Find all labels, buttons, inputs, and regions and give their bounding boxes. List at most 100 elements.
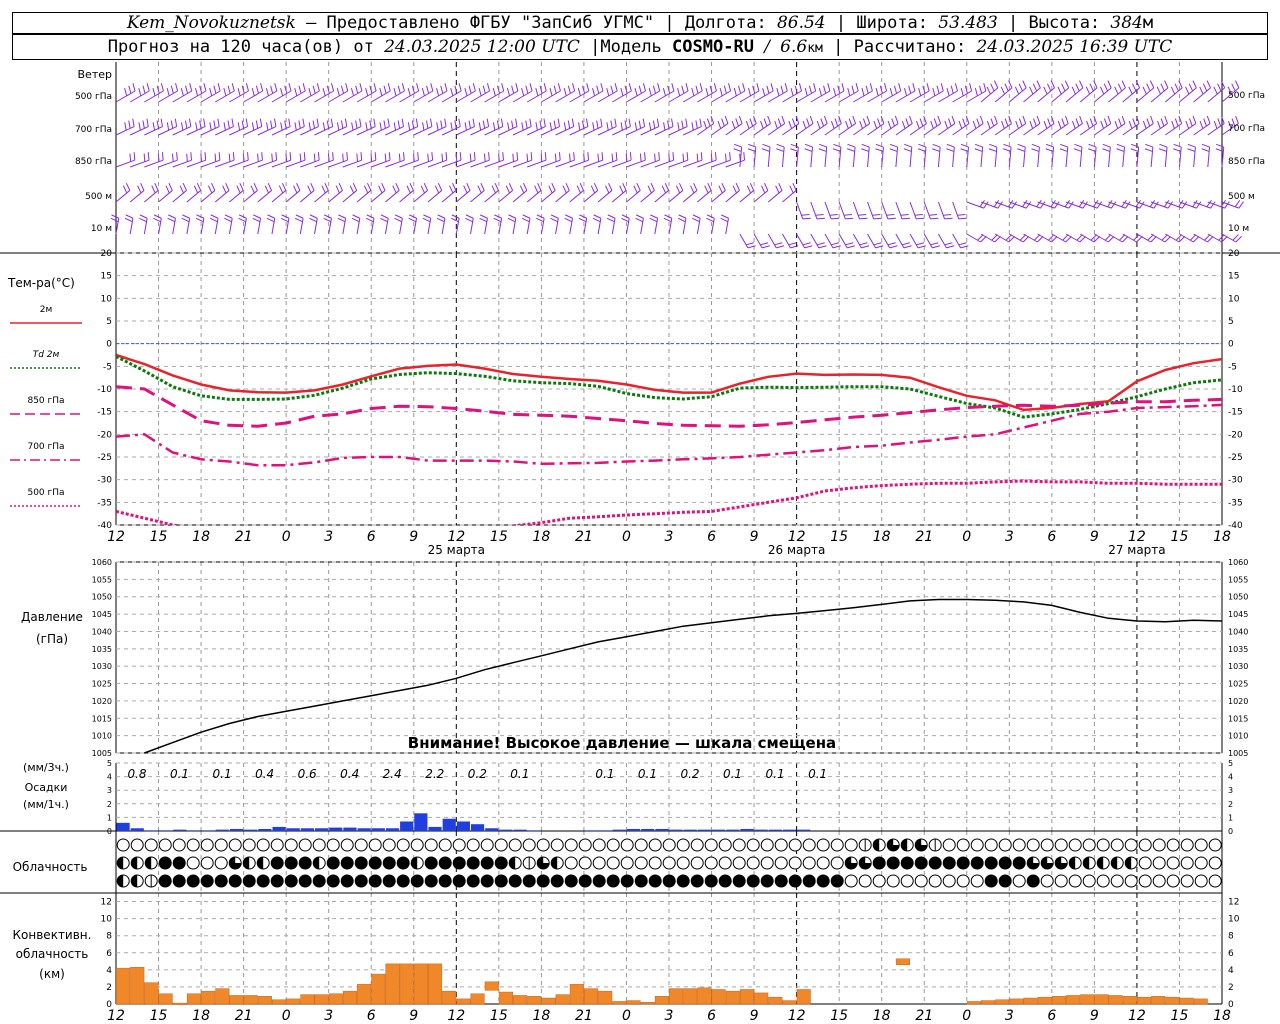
wind-barb-feather xyxy=(550,217,558,223)
time-tick-label: 3 xyxy=(324,529,333,545)
wind-barb-shaft xyxy=(300,190,315,203)
wind-barb-feather xyxy=(837,85,841,94)
wind-barb-feather xyxy=(634,122,638,131)
wind-barb-shaft xyxy=(853,123,871,136)
time-tick-label-bottom: 15 xyxy=(490,1008,508,1024)
separator: | xyxy=(590,37,601,57)
y-tick-label-right: 20 xyxy=(1228,249,1240,259)
wind-barb-feather xyxy=(675,185,681,194)
wind-barb-shaft xyxy=(867,201,875,220)
cloud-symbol xyxy=(200,874,214,888)
wind-barb-feather xyxy=(621,217,629,223)
wind-barb-feather xyxy=(909,115,913,124)
wind-barb-feather xyxy=(671,118,674,127)
wind-barb-shaft xyxy=(555,190,570,203)
wind-barb-feather xyxy=(875,245,884,249)
wind-barb-feather xyxy=(1217,83,1222,92)
y-tick-label-right: 5 xyxy=(1228,759,1233,768)
wind-barb-feather xyxy=(1089,83,1094,92)
cloud-symbol xyxy=(550,838,564,852)
wind-barb-shaft xyxy=(1009,201,1027,209)
wind-barb-feather xyxy=(862,118,867,127)
wind-barb-feather xyxy=(691,122,694,131)
precip-bar xyxy=(598,830,612,832)
precip-bar xyxy=(485,828,499,831)
wind-barb-feather xyxy=(988,148,997,152)
wind-barb-feather xyxy=(946,148,955,152)
wind-barb-feather xyxy=(308,87,312,96)
precip-3h-amount: 0.8 xyxy=(127,767,146,781)
cloud-symbol xyxy=(830,874,844,888)
wind-barb-shaft xyxy=(725,90,746,103)
wind-barb-feather xyxy=(875,87,879,96)
time-tick-label: 12 xyxy=(107,529,125,545)
wind-barb-feather xyxy=(1032,83,1038,92)
altitude-unit: м xyxy=(1142,13,1154,33)
wind-barb-shaft xyxy=(498,218,503,235)
wind-barb-feather xyxy=(168,214,176,219)
wind-barb-feather xyxy=(139,214,148,219)
wind-barb-shaft xyxy=(711,190,726,203)
wind-barb-feather xyxy=(642,118,646,127)
wind-barb-feather xyxy=(139,217,147,223)
wind-barb-feather xyxy=(407,122,411,131)
wind-barb-feather xyxy=(238,217,246,223)
time-tick-label-bottom: 6 xyxy=(707,1008,716,1024)
wind-barb-feather xyxy=(760,120,764,129)
wind-barb-shaft xyxy=(753,233,763,249)
wind-barb-shaft xyxy=(682,190,698,203)
wind-barb-feather xyxy=(1232,234,1239,241)
wind-barb-shaft xyxy=(895,123,913,136)
wind-barb-feather xyxy=(463,185,468,194)
y-tick-label-right: 8 xyxy=(1228,932,1234,942)
wind-barb-feather xyxy=(774,242,783,246)
wind-barb-shaft xyxy=(356,190,372,203)
wind-barb-feather xyxy=(1062,234,1069,241)
wind-barb-shaft xyxy=(342,190,357,203)
wind-barb-shaft xyxy=(328,90,348,103)
cloud-symbol xyxy=(732,856,746,870)
conv-cloud-bar xyxy=(257,996,272,1005)
precip-bar xyxy=(371,828,385,831)
conv-cloud-bar xyxy=(186,993,202,1005)
wind-barb-shaft xyxy=(597,90,618,103)
wind-barb-feather xyxy=(576,185,581,194)
wind-barb-feather xyxy=(179,185,184,194)
wind-barb-feather xyxy=(1065,235,1072,243)
wind-barb-feather xyxy=(801,213,810,216)
time-tick-label-bottom: 21 xyxy=(235,1008,253,1024)
wind-barb-shaft xyxy=(1037,233,1052,243)
wind-barb-feather xyxy=(1213,86,1218,95)
wind-barb-feather xyxy=(578,122,581,131)
wind-barb-feather xyxy=(380,214,389,219)
cloud-symbol-fill xyxy=(117,875,124,887)
wind-barb-feather xyxy=(738,115,743,124)
cloud-symbol xyxy=(1082,874,1096,888)
wind-barb-feather xyxy=(493,217,502,223)
wind-barb-feather xyxy=(901,217,911,220)
time-tick-label: 15 xyxy=(1171,529,1189,545)
wind-barb-feather xyxy=(567,120,571,129)
cloud-symbol xyxy=(508,838,522,852)
cloud-symbol xyxy=(816,856,830,870)
cloud-symbol xyxy=(886,874,900,888)
wind-barb-feather xyxy=(308,122,311,131)
wind-barb-feather xyxy=(558,152,561,161)
y-tick-label-right: 10 xyxy=(1228,915,1240,925)
wind-barb-shaft xyxy=(852,201,860,220)
y-tick-label-left: 8 xyxy=(106,932,112,942)
wind-barb-feather xyxy=(1153,201,1159,209)
wind-barb-feather xyxy=(593,214,602,219)
precip-3h-amount: 0.1 xyxy=(766,767,785,781)
wind-barb-feather xyxy=(1235,235,1242,243)
wind-barb-feather xyxy=(861,245,870,249)
wind-barb-feather xyxy=(983,201,989,209)
wind-barb-feather xyxy=(370,153,373,162)
wind-level-label-left: 10 м xyxy=(91,224,112,234)
wind-barb-feather xyxy=(628,83,632,92)
cloud-symbol xyxy=(1166,856,1180,870)
wind-barb-feather xyxy=(232,152,235,161)
cloud-symbol xyxy=(704,874,718,888)
wind-barb-feather xyxy=(717,120,722,129)
wind-barb-feather xyxy=(160,83,164,92)
